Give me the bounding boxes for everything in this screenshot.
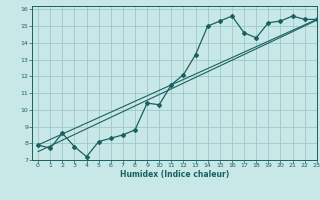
X-axis label: Humidex (Indice chaleur): Humidex (Indice chaleur) <box>120 170 229 179</box>
